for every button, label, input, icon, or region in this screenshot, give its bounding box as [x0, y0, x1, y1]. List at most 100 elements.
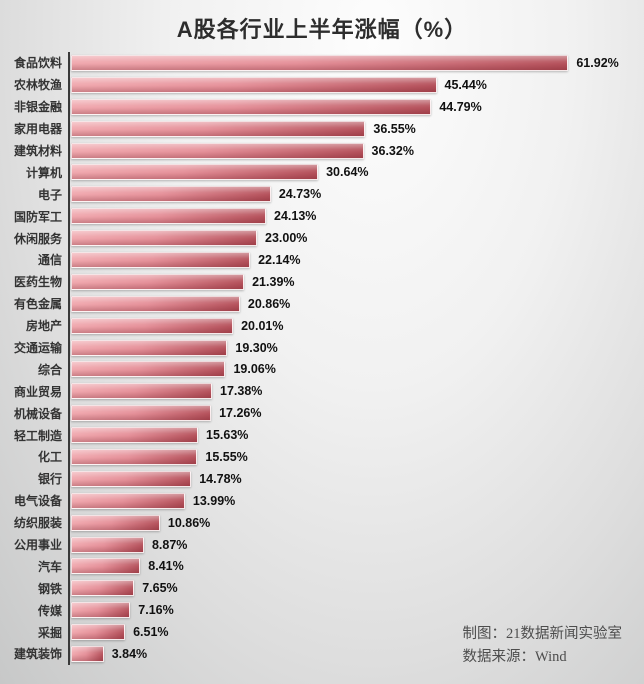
bar-zone: 61.92% — [62, 54, 644, 71]
category-label: 机械设备 — [13, 406, 62, 421]
category-label: 电子 — [37, 187, 62, 202]
category-label: 汽车 — [37, 559, 62, 574]
value-label: 24.73% — [278, 187, 322, 202]
bar-row: 休闲服务 23.00% — [0, 227, 644, 249]
bar-zone: 8.87% — [62, 536, 644, 553]
bar-row: 建筑装饰 3.84% — [0, 643, 644, 665]
bar — [71, 54, 569, 71]
bar-zone: 20.86% — [62, 295, 644, 312]
bar — [71, 339, 228, 356]
bar — [71, 405, 212, 422]
bar-row: 食品饮料 61.92% — [0, 52, 644, 74]
bar-row: 公用事业 8.87% — [0, 534, 644, 556]
bar-row: 房地产 20.01% — [0, 315, 644, 337]
bar — [71, 273, 245, 290]
credit-line: 制图：21数据新闻实验室 — [462, 626, 623, 643]
value-label: 8.87% — [151, 537, 188, 552]
category-label: 银行 — [37, 472, 62, 487]
bar — [71, 536, 144, 553]
value-label: 6.51% — [133, 625, 169, 640]
bar-zone: 17.26% — [62, 405, 644, 422]
category-label: 非银金融 — [13, 100, 62, 115]
value-label: 24.13% — [274, 209, 317, 224]
bar — [71, 492, 185, 509]
bar — [71, 295, 240, 312]
value-label: 20.01% — [241, 318, 284, 333]
bar — [71, 76, 437, 93]
bar — [71, 186, 271, 203]
bar-zone: 17.38% — [62, 383, 644, 400]
value-label: 17.26% — [219, 406, 262, 421]
bar-row: 交通运输 19.30% — [0, 337, 644, 359]
category-label: 化工 — [37, 450, 62, 465]
bar-rows: 食品饮料 61.92% 农林牧渔 45.44% 非银金融 44.79% 家用电器… — [0, 52, 644, 665]
category-label: 房地产 — [25, 319, 62, 334]
category-label: 交通运输 — [13, 341, 62, 356]
value-label: 30.64% — [326, 165, 369, 180]
bar-zone: 15.55% — [62, 448, 644, 465]
category-label: 农林牧渔 — [13, 78, 62, 93]
category-label: 纺织服装 — [13, 516, 62, 531]
bar-zone: 13.99% — [62, 492, 644, 509]
bar-zone: 20.01% — [62, 317, 644, 334]
bar-row: 农林牧渔 45.44% — [0, 74, 644, 96]
bar-row: 汽车 8.41% — [0, 555, 644, 577]
bar-row: 银行 14.78% — [0, 468, 644, 490]
bar — [71, 361, 226, 378]
bar-zone: 14.78% — [62, 470, 644, 487]
bar-row: 传媒 7.16% — [0, 599, 644, 621]
category-label: 采掘 — [37, 625, 62, 640]
bar-zone: 7.16% — [62, 602, 644, 619]
value-label: 36.32% — [371, 143, 414, 158]
category-label: 建筑装饰 — [13, 647, 62, 662]
bar — [71, 558, 141, 575]
bar-row: 建筑材料 36.32% — [0, 140, 644, 162]
value-label: 20.86% — [247, 296, 291, 311]
bar-zone: 36.32% — [62, 142, 644, 159]
bar-zone: 10.86% — [62, 514, 644, 531]
value-label: 8.41% — [148, 559, 184, 574]
value-label: 21.39% — [252, 274, 295, 289]
bar-row: 医药生物 21.39% — [0, 271, 644, 293]
category-label: 国防军工 — [13, 209, 62, 224]
bar-zone: 24.13% — [62, 208, 644, 225]
bar-row: 纺织服装 10.86% — [0, 512, 644, 534]
bar-row: 钢铁 7.65% — [0, 577, 644, 599]
bar-zone: 3.84% — [62, 645, 644, 662]
bar-zone: 36.55% — [62, 120, 644, 137]
category-label: 食品饮料 — [13, 56, 62, 71]
value-label: 61.92% — [576, 55, 619, 70]
bar — [71, 230, 257, 247]
y-axis-line — [68, 52, 70, 665]
value-label: 14.78% — [199, 471, 242, 486]
bar — [71, 120, 366, 137]
value-label: 3.84% — [111, 646, 148, 661]
bar-zone: 21.39% — [62, 273, 644, 290]
bar-row: 商业贸易 17.38% — [0, 380, 644, 402]
bar — [71, 470, 192, 487]
bar — [71, 448, 198, 465]
category-label: 钢铁 — [37, 581, 62, 596]
value-label: 15.63% — [206, 428, 249, 443]
bar-row: 化工 15.55% — [0, 446, 644, 468]
bar-row: 轻工制造 15.63% — [0, 424, 644, 446]
value-label: 19.06% — [233, 362, 276, 377]
bar-row: 采掘 6.51% — [0, 621, 644, 643]
bar-zone: 8.41% — [62, 558, 644, 575]
category-label: 商业贸易 — [13, 384, 62, 399]
value-label: 45.44% — [444, 77, 487, 92]
bar — [71, 317, 234, 334]
bar-zone: 24.73% — [62, 186, 644, 203]
bar — [71, 514, 160, 531]
bar-row: 家用电器 36.55% — [0, 118, 644, 140]
category-label: 轻工制造 — [13, 428, 62, 443]
category-label: 有色金属 — [13, 297, 62, 312]
bar-zone: 22.14% — [62, 251, 644, 268]
category-label: 家用电器 — [13, 122, 62, 137]
value-label: 7.65% — [142, 581, 178, 596]
value-label: 44.79% — [439, 99, 482, 114]
value-label: 7.16% — [138, 603, 174, 618]
value-label: 13.99% — [192, 493, 236, 508]
bar — [71, 142, 364, 159]
bar-zone: 23.00% — [62, 230, 644, 247]
